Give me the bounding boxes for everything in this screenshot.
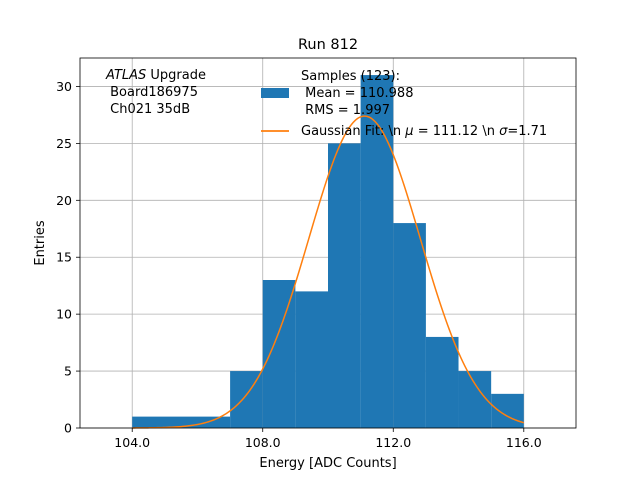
x-axis-ticks: 104.0 108.0 112.0 116.0 <box>114 428 542 450</box>
histogram-bars <box>132 75 524 429</box>
histogram-bar <box>295 291 328 428</box>
histogram-bar <box>491 393 524 428</box>
histogram-bar <box>393 223 426 428</box>
y-axis-ticks: 0 5 10 15 20 25 30 <box>56 79 80 436</box>
y-tick-label: 20 <box>56 193 72 208</box>
legend-fit-part2: = 111.12 \n <box>414 124 500 139</box>
y-tick-label: 10 <box>56 307 72 322</box>
legend-fit-entry: Gaussian Fit: \n μ = 111.12 \n σ=1.71 <box>301 124 547 139</box>
y-tick-label: 30 <box>56 79 72 94</box>
atlas-annotation-line3: Ch021 35dB <box>106 102 190 117</box>
histogram-bar <box>262 280 296 428</box>
y-tick-label: 25 <box>56 136 72 151</box>
histogram-bar <box>360 75 394 429</box>
y-tick-label: 15 <box>56 250 72 265</box>
x-axis-label: Energy [ADC Counts] <box>259 456 396 471</box>
y-tick-label: 0 <box>64 421 72 436</box>
gaussian-fit-line <box>132 115 524 429</box>
x-tick-label: 104.0 <box>114 435 150 450</box>
legend-fit-mu: μ <box>404 124 413 139</box>
atlas-annotation-line1: ATLAS Upgrade <box>105 68 206 83</box>
x-tick-label: 116.0 <box>506 435 542 450</box>
atlas-upgrade: Upgrade <box>146 68 206 83</box>
legend-samples-entry: Samples (123): Mean = 110.988 RMS = 1.99… <box>301 69 413 118</box>
plot-frame <box>79 57 577 429</box>
histogram-bar <box>328 143 361 428</box>
atlas-annotation-line2: Board186975 <box>106 85 198 100</box>
legend-fit-sigma: σ <box>499 124 508 139</box>
legend-samples-line: RMS = 1.997 <box>301 103 390 118</box>
histogram-bar <box>425 336 459 428</box>
chart-title: Run 812 <box>298 37 358 53</box>
legend-hist-swatch <box>261 88 289 98</box>
legend: Samples (123): Mean = 110.988 RMS = 1.99… <box>261 69 547 139</box>
histogram-bar <box>230 371 263 428</box>
legend-fit-part1: Gaussian Fit: \n <box>301 124 405 139</box>
legend-fit-part3: =1.71 <box>507 124 547 139</box>
y-tick-label: 5 <box>64 364 72 379</box>
histogram-bar <box>132 416 231 428</box>
x-tick-label: 112.0 <box>375 435 411 450</box>
legend-samples-line: Mean = 110.988 <box>301 86 413 101</box>
x-tick-label: 108.0 <box>245 435 281 450</box>
y-axis-label: Entries <box>33 220 48 266</box>
atlas-italic: ATLAS <box>105 68 146 83</box>
legend-samples-line: Samples (123): <box>301 69 400 84</box>
